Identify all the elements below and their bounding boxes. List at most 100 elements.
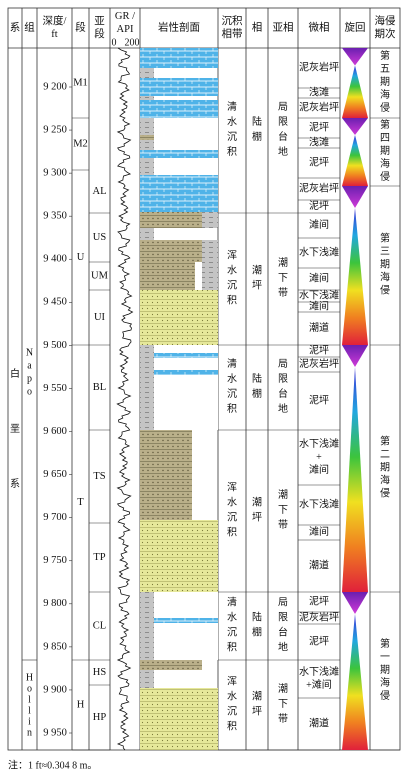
submember-label: US bbox=[93, 232, 107, 243]
microfacies-label: 泥坪 bbox=[309, 199, 329, 212]
lithology-band bbox=[140, 150, 218, 158]
submember-label: HS bbox=[93, 667, 107, 678]
microfacies-label: 泥灰岩坪 bbox=[299, 357, 339, 370]
submember-label: TS bbox=[93, 471, 105, 482]
gr-scale-label: 0 bbox=[112, 37, 117, 48]
lithology-band bbox=[140, 688, 218, 750]
header-label: 段 bbox=[75, 20, 86, 33]
lithology-band bbox=[140, 240, 202, 262]
member-label: U bbox=[77, 252, 85, 263]
lithology-band bbox=[140, 660, 202, 670]
facies-belt-label: 浑水沉积 bbox=[227, 249, 237, 307]
lithology-band bbox=[140, 48, 218, 68]
facies-label: 陆棚 bbox=[252, 372, 262, 400]
facies-belt-label: 浑水沉积 bbox=[227, 481, 237, 539]
facies-label: 潮坪 bbox=[252, 264, 262, 292]
depth-label: 9 250 bbox=[43, 124, 67, 135]
facies-belt-label: 浑水沉积 bbox=[227, 675, 237, 733]
microfacies-label: 滩间 bbox=[309, 299, 329, 312]
transgression-label: 第五期海侵 bbox=[380, 49, 390, 114]
subfacies-label: 局限台地 bbox=[278, 101, 288, 158]
header-label: 岩性剖面 bbox=[158, 20, 200, 33]
header-label: 海侵 bbox=[375, 14, 396, 27]
header-label: 旋回 bbox=[345, 20, 366, 33]
member-label: T bbox=[77, 497, 84, 508]
lithology-band bbox=[202, 262, 218, 290]
microfacies-label: 滩间 bbox=[309, 525, 329, 538]
header-label: ft bbox=[51, 29, 57, 40]
cycle-inverse bbox=[342, 118, 368, 135]
depth-label: 9 700 bbox=[43, 512, 67, 523]
cycle-triangle bbox=[342, 367, 368, 592]
header-label: 亚 bbox=[94, 16, 105, 27]
note: 注：1 ft≈0.304 8 m。 bbox=[8, 758, 97, 771]
lithology-band bbox=[140, 345, 154, 430]
depth-label: 9 800 bbox=[43, 598, 67, 609]
lithology-band bbox=[140, 430, 192, 520]
submember-label: AL bbox=[93, 186, 107, 197]
member-label: M1 bbox=[73, 77, 88, 88]
cycle-triangle bbox=[342, 208, 368, 345]
lithology-band bbox=[140, 262, 195, 290]
lithology-band bbox=[140, 592, 154, 660]
lithology-band bbox=[140, 670, 154, 688]
member-label: M2 bbox=[73, 138, 88, 149]
facies-belt-label: 清水沉积 bbox=[227, 100, 237, 158]
microfacies-label: 水下浅滩 bbox=[299, 497, 339, 510]
lithology-band bbox=[140, 290, 218, 345]
microfacies-label: +滩间 bbox=[306, 678, 332, 691]
facies-label: 陆棚 bbox=[252, 611, 262, 639]
lithology-band bbox=[140, 140, 154, 150]
submember-label: UI bbox=[94, 312, 106, 323]
depth-label: 9 950 bbox=[43, 727, 67, 738]
microfacies-label: 水下浅滩 bbox=[299, 665, 339, 678]
microfacies-label: 泥坪 bbox=[309, 343, 329, 356]
lithology-band bbox=[140, 158, 154, 175]
depth-label: 9 300 bbox=[43, 168, 67, 179]
lithology-band bbox=[140, 618, 218, 623]
microfacies-label: 水下浅滩 bbox=[299, 245, 339, 258]
depth-label: 9 550 bbox=[43, 383, 67, 394]
subfacies-label: 潮下带 bbox=[278, 682, 288, 725]
depth-label: 9 450 bbox=[43, 297, 67, 308]
microfacies-label: 泥灰岩坪 bbox=[299, 60, 339, 73]
microfacies-label: 浅滩 bbox=[309, 135, 329, 148]
lithology-band bbox=[202, 240, 218, 262]
subfacies-label: 局限台地 bbox=[278, 597, 288, 654]
lithology-band bbox=[140, 100, 218, 118]
depth-label: 9 750 bbox=[43, 555, 67, 566]
microfacies-label: 滩间 bbox=[309, 463, 329, 476]
transgression-label: 第二期海侵 bbox=[380, 435, 390, 500]
header-label: GR / bbox=[115, 11, 135, 22]
lithology-band bbox=[202, 212, 218, 228]
microfacies-label: 潮道 bbox=[309, 321, 329, 334]
depth-label: 9 400 bbox=[43, 254, 67, 265]
depth-label: 9 200 bbox=[43, 81, 67, 92]
depth-label: 9 600 bbox=[43, 426, 67, 437]
cycle-triangle bbox=[342, 614, 368, 750]
microfacies-label: 潮道 bbox=[309, 558, 329, 571]
microfacies-label: 滩间 bbox=[309, 271, 329, 284]
lithology-band bbox=[140, 520, 218, 592]
header-label: 组 bbox=[24, 20, 35, 33]
microfacies-label: 浅滩 bbox=[309, 85, 329, 98]
header-label: 亚相 bbox=[273, 20, 294, 33]
depth-label: 9 850 bbox=[43, 641, 67, 652]
lithology-band bbox=[140, 353, 218, 358]
header-label: 微相 bbox=[309, 20, 330, 33]
member-label: H bbox=[77, 699, 85, 710]
submember-label: CL bbox=[93, 620, 106, 631]
transgression-label: 第一期海侵 bbox=[380, 637, 390, 702]
transgression-label: 第四期海侵 bbox=[380, 118, 390, 183]
header-label: 段 bbox=[94, 27, 105, 40]
lithology-band bbox=[154, 345, 218, 430]
lithology-band bbox=[140, 96, 154, 100]
cycle-triangle bbox=[342, 135, 368, 186]
lithology-band bbox=[140, 78, 218, 96]
header-label: API bbox=[117, 24, 134, 35]
depth-label: 9 350 bbox=[43, 211, 67, 222]
microfacies-label: 潮道 bbox=[309, 716, 329, 729]
lithology-band bbox=[154, 592, 218, 660]
